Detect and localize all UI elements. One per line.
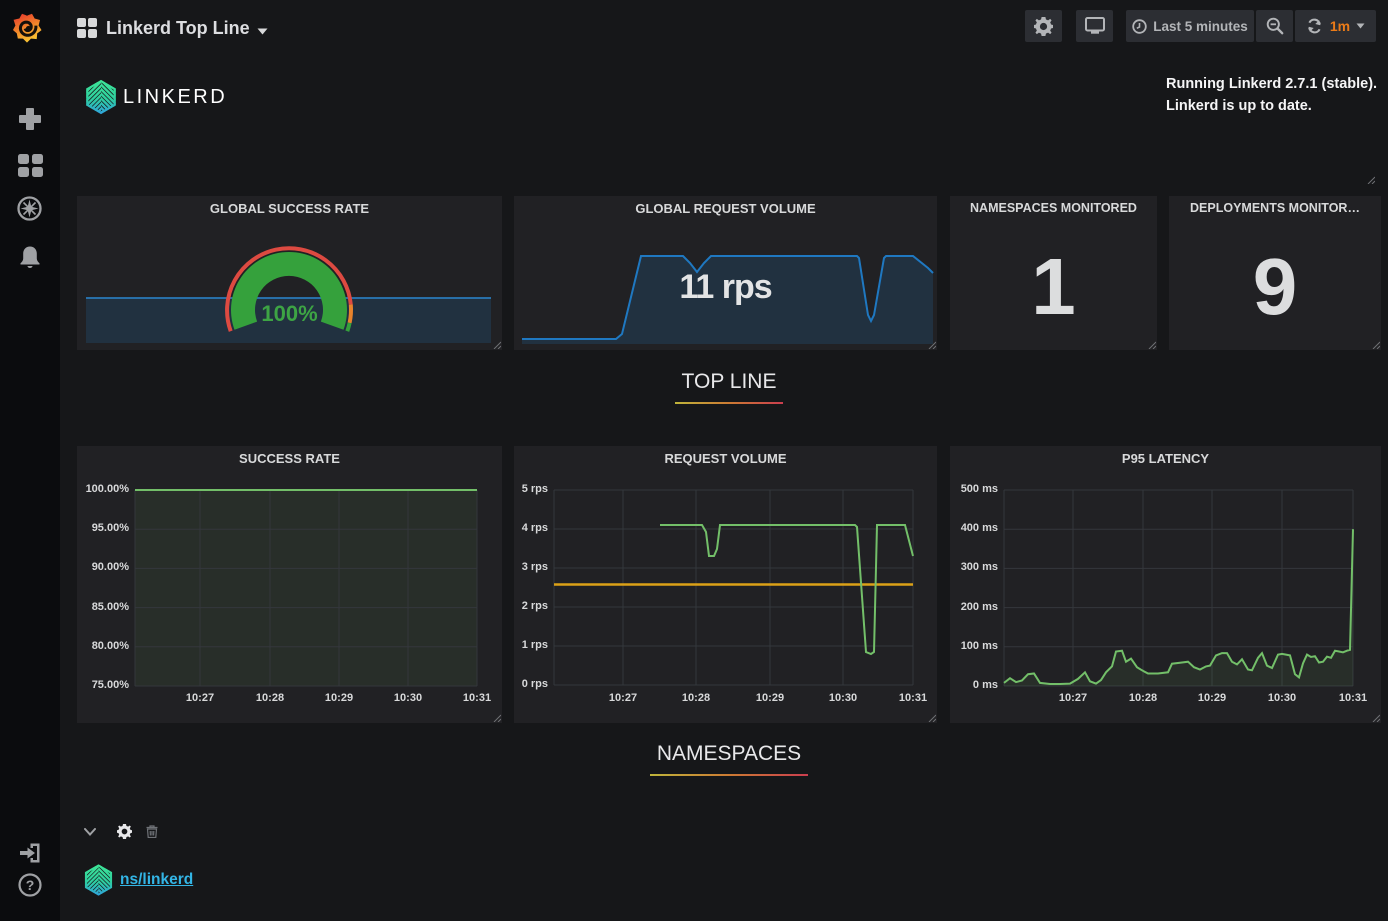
svg-text:?: ? bbox=[26, 877, 35, 893]
